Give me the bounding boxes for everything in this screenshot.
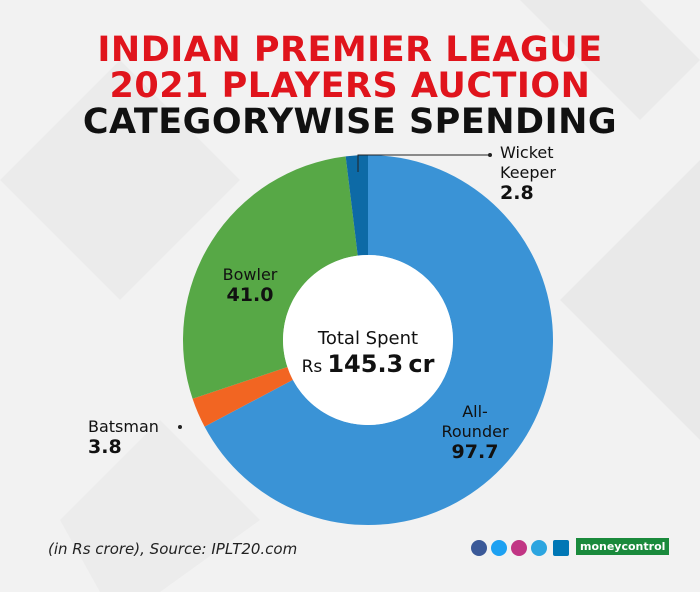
donut-segment [345, 155, 368, 256]
value-label: 3.8 [88, 436, 122, 458]
value-label: 41.0 [226, 284, 274, 306]
title: 2021 PLAYERS AUCTION [109, 66, 591, 106]
social-icons [471, 540, 569, 556]
donut-segment [204, 155, 553, 526]
title: CATEGORYWISE SPENDING [82, 102, 618, 142]
leader-line [357, 154, 490, 172]
leader-dot [178, 425, 182, 429]
segment-label: All-Rounder 97.7 [430, 402, 520, 462]
segment-label: Batsman 3.8 [88, 417, 178, 457]
donut-hole [283, 255, 453, 425]
donut-segment [182, 156, 358, 399]
center-total: Rs 145.3 cr [268, 350, 468, 378]
value-label: 97.7 [451, 441, 499, 463]
center-prefix: Rs [301, 357, 323, 377]
title: INDIAN PREMIER LEAGUE [97, 30, 603, 70]
brand: moneycontrol [576, 538, 670, 555]
category-name: Bowler [222, 265, 278, 284]
category-name: All-Rounder [441, 402, 509, 441]
source: (in Rs crore), Source: IPLT20.com [48, 540, 298, 558]
category-name: Batsman [88, 417, 159, 436]
center-label: Total Spent [317, 328, 419, 349]
value-label: 2.8 [500, 182, 534, 204]
center-value: 145.3 [327, 350, 404, 378]
leader-dot [488, 153, 492, 157]
category-name: Wicket Keeper [500, 143, 556, 182]
donut-segment [192, 366, 293, 427]
center-unit: cr [408, 350, 435, 378]
segment-label: Wicket Keeper 2.8 [500, 143, 590, 203]
segment-label: Bowler 41.0 [200, 265, 300, 305]
